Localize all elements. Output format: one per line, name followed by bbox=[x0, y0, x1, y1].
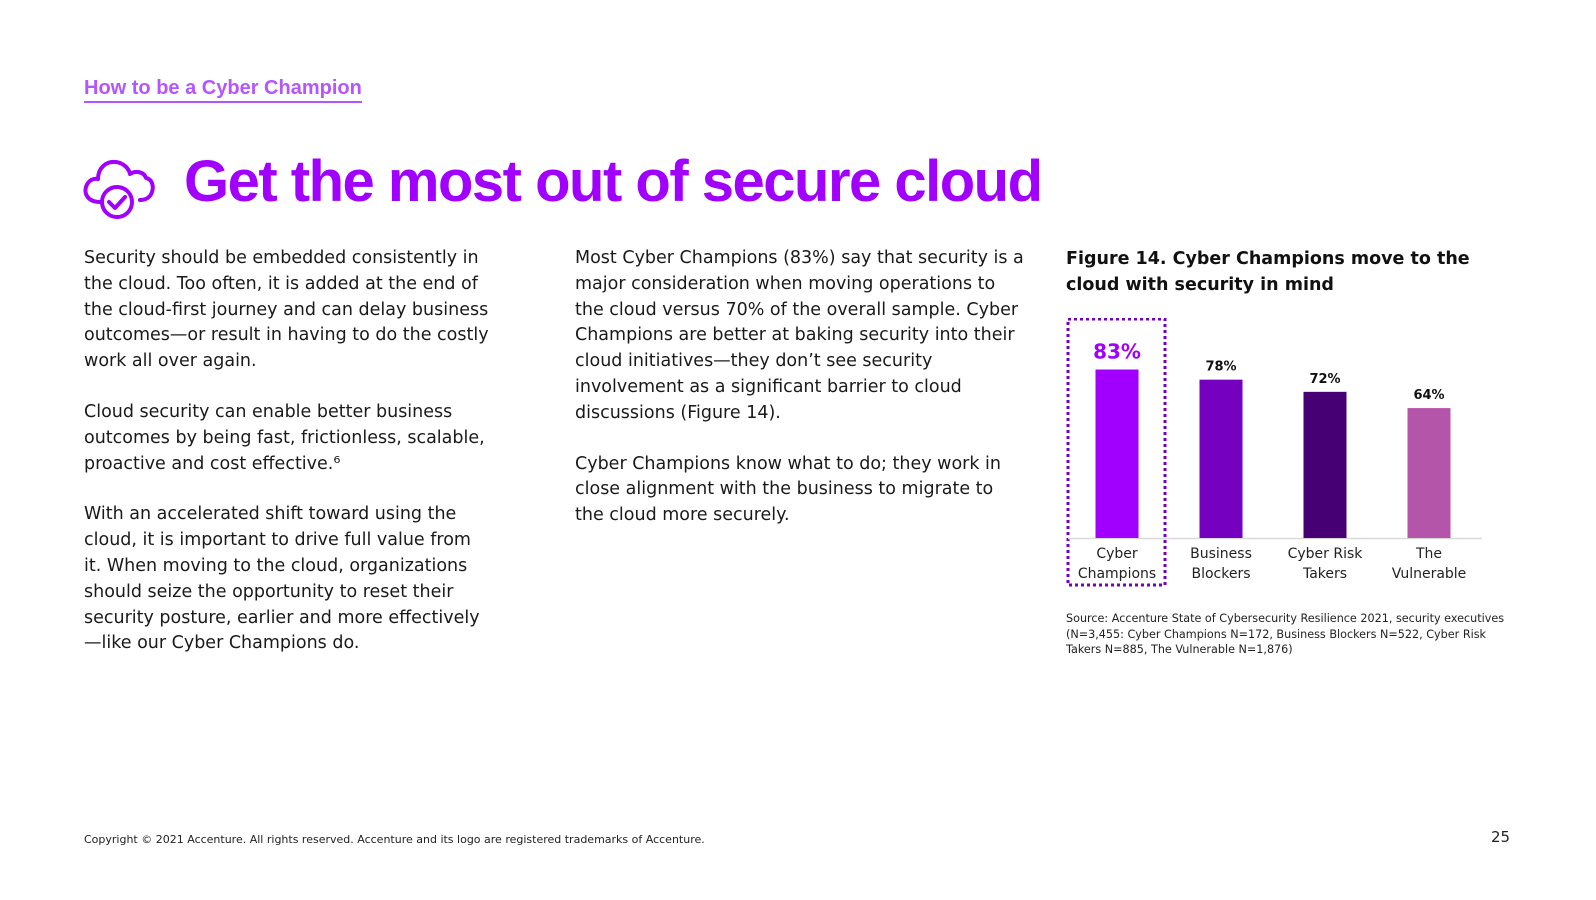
tick-label: Cyber bbox=[1096, 546, 1138, 562]
body-paragraph: Most Cyber Champions (83%) say that secu… bbox=[575, 248, 1024, 423]
bar bbox=[1199, 379, 1243, 538]
data-label: 78% bbox=[1205, 360, 1236, 375]
cloud-check-icon bbox=[83, 159, 155, 219]
data-label: 83% bbox=[1093, 340, 1141, 364]
intro-column: Security should be embedded consistently… bbox=[84, 246, 489, 682]
bar bbox=[1303, 391, 1347, 538]
tick-label: Champions bbox=[1078, 566, 1156, 582]
tick-label: Vulnerable bbox=[1392, 566, 1467, 582]
data-label: 64% bbox=[1413, 388, 1444, 403]
tick-label: Business bbox=[1190, 546, 1252, 562]
figure-source: Source: Accenture State of Cybersecurity… bbox=[1066, 612, 1505, 656]
findings-column: Most Cyber Champions (83%) say that secu… bbox=[575, 246, 1025, 554]
copyright-notice: Copyright © 2021 Accenture. All rights r… bbox=[84, 833, 705, 846]
bar-chart: 83% Cyber Champions 78% Business Blockers 72% C… bbox=[1066, 318, 1482, 587]
tick-label: Blockers bbox=[1191, 566, 1250, 582]
tick-label: Takers bbox=[1302, 566, 1347, 582]
tick-label: The bbox=[1415, 546, 1442, 562]
body-paragraph: Security should be embedded consistently… bbox=[84, 248, 489, 372]
body-paragraph: Cloud security can enable better busines… bbox=[84, 401, 485, 474]
figure-title: Figure 14. Cyber Champions move to the c… bbox=[1066, 249, 1470, 295]
bar bbox=[1407, 408, 1451, 538]
bar bbox=[1095, 369, 1139, 538]
page-title: Get the most out of secure cloud bbox=[184, 149, 1043, 214]
highlight-box bbox=[1066, 318, 1167, 587]
body-paragraph: With an accelerated shift toward using t… bbox=[84, 504, 480, 654]
section-link[interactable]: How to be a Cyber Champion bbox=[84, 77, 362, 103]
page-number: 25 bbox=[1491, 828, 1511, 846]
body-paragraph: Cyber Champions know what to do; they wo… bbox=[575, 453, 1002, 526]
tick-label: Cyber Risk bbox=[1288, 546, 1364, 562]
data-label: 72% bbox=[1309, 372, 1340, 387]
